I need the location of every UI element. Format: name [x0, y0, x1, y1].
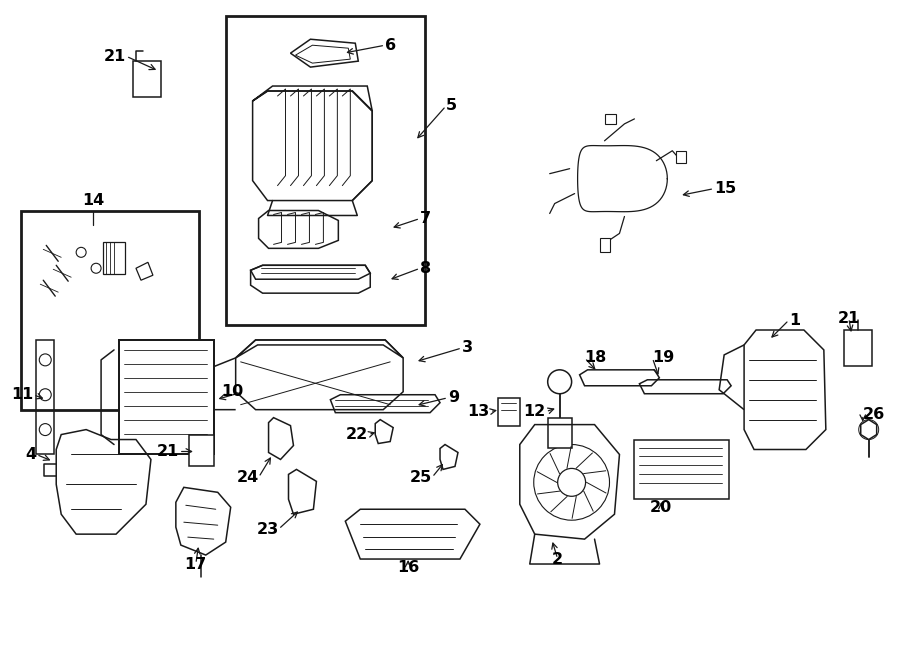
Text: 9: 9	[448, 390, 459, 405]
Text: 4: 4	[25, 447, 36, 462]
Text: 21: 21	[838, 311, 860, 326]
Text: 10: 10	[221, 384, 244, 399]
Text: 8: 8	[420, 260, 431, 276]
Bar	[133, 61, 161, 97]
Text: 1: 1	[789, 313, 800, 328]
Bar	[104, 243, 125, 274]
Bar	[844, 330, 872, 366]
Text: 21: 21	[157, 444, 179, 459]
Text: 14: 14	[82, 193, 104, 208]
Bar	[498, 398, 520, 426]
Text: 24: 24	[237, 470, 258, 485]
Text: 6: 6	[385, 38, 396, 53]
Text: 13: 13	[468, 404, 490, 419]
Text: 26: 26	[863, 407, 885, 422]
Bar	[634, 440, 729, 499]
Bar	[676, 151, 687, 163]
Bar	[119, 340, 213, 455]
Bar	[22, 210, 199, 410]
Text: 22: 22	[346, 427, 368, 442]
Text: 7: 7	[420, 211, 431, 226]
Text: 18: 18	[585, 350, 607, 366]
Text: 2: 2	[552, 551, 563, 566]
Text: 23: 23	[256, 522, 278, 537]
Text: 16: 16	[397, 559, 419, 574]
Bar	[599, 239, 609, 253]
Text: 15: 15	[715, 181, 736, 196]
Text: 3: 3	[462, 340, 473, 356]
Bar	[226, 17, 425, 325]
Text: 25: 25	[410, 470, 432, 485]
Text: 20: 20	[650, 500, 672, 515]
Text: 17: 17	[184, 557, 207, 572]
Text: 21: 21	[104, 49, 126, 63]
Text: 5: 5	[446, 98, 457, 114]
Text: 12: 12	[524, 404, 545, 419]
Text: 19: 19	[652, 350, 675, 366]
Text: 11: 11	[11, 387, 33, 403]
Bar	[605, 114, 617, 124]
Bar	[189, 434, 213, 467]
Bar	[548, 418, 572, 447]
